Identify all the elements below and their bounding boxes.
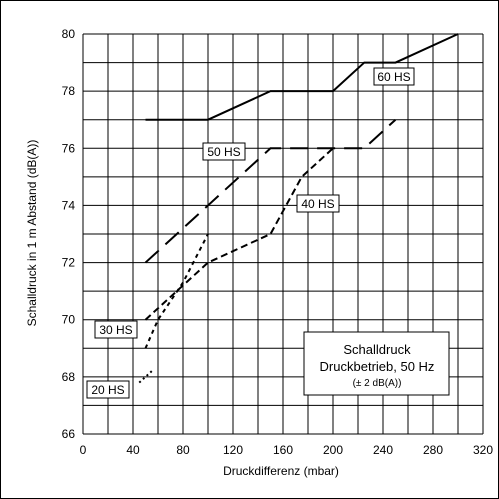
y-tick-label: 74 — [62, 198, 76, 212]
annotation-box: Schalldruck Druckbetrieb, 50 Hz (± 2 dB(… — [303, 331, 450, 396]
x-tick-labels: 0 40 80 120 160 200 240 280 320 — [80, 443, 494, 457]
x-tick-label: 200 — [323, 443, 343, 457]
series-label-text: 60 HS — [377, 70, 410, 84]
series-lines — [138, 33, 459, 384]
y-tick-label: 70 — [62, 313, 76, 327]
x-tick-label: 320 — [473, 443, 493, 457]
annotation-note: (± 2 dB(A)) — [353, 378, 402, 389]
series-line-40-hs — [144, 147, 334, 321]
series-label-50-hs: 50 HS — [202, 142, 246, 161]
x-tick-label: 80 — [176, 443, 190, 457]
x-tick-label: 280 — [423, 443, 443, 457]
x-tick-label: 40 — [126, 443, 140, 457]
series-label-box — [202, 142, 246, 161]
series-label-box — [86, 380, 130, 399]
series-label-text: 50 HS — [207, 145, 240, 159]
annotation-title-2: Druckbetrieb, 50 Hz — [320, 359, 435, 374]
series-label-text: 30 HS — [99, 323, 132, 337]
x-tick-label: 120 — [223, 443, 243, 457]
y-tick-label: 68 — [62, 370, 76, 384]
series-line-60-hs — [145, 33, 459, 121]
x-tick-label: 0 — [80, 443, 87, 457]
x-tick-label: 240 — [373, 443, 393, 457]
series-line-50-hs — [144, 118, 397, 264]
series-label-box — [373, 67, 415, 86]
annotation-box-frame — [303, 331, 450, 396]
series-label-text: 20 HS — [91, 383, 124, 397]
y-tick-label: 76 — [62, 141, 76, 155]
y-axis-title: Schalldruck in 1 m Abstand (dB(A)) — [25, 140, 39, 327]
annotation-title-1: Schalldruck — [343, 342, 411, 357]
series-labels: 60 HS 50 HS 40 HS 30 HS 20 HS — [86, 67, 415, 399]
y-tick-labels: 66 68 70 72 74 76 78 80 — [62, 27, 76, 441]
y-tick-label: 66 — [62, 427, 76, 441]
series-label-box — [94, 320, 138, 339]
y-tick-label: 72 — [62, 256, 76, 270]
series-label-40-hs: 40 HS — [296, 194, 340, 213]
series-label-20-hs: 20 HS — [86, 380, 130, 399]
x-axis-title: Druckdifferenz (mbar) — [223, 464, 339, 478]
y-tick-label: 80 — [62, 27, 76, 41]
series-label-box — [296, 194, 340, 213]
x-tick-label: 160 — [273, 443, 293, 457]
series-label-text: 40 HS — [301, 197, 334, 211]
series-label-30-hs: 30 HS — [94, 320, 138, 339]
y-tick-label: 78 — [62, 84, 76, 98]
series-label-60-hs: 60 HS — [373, 67, 415, 86]
